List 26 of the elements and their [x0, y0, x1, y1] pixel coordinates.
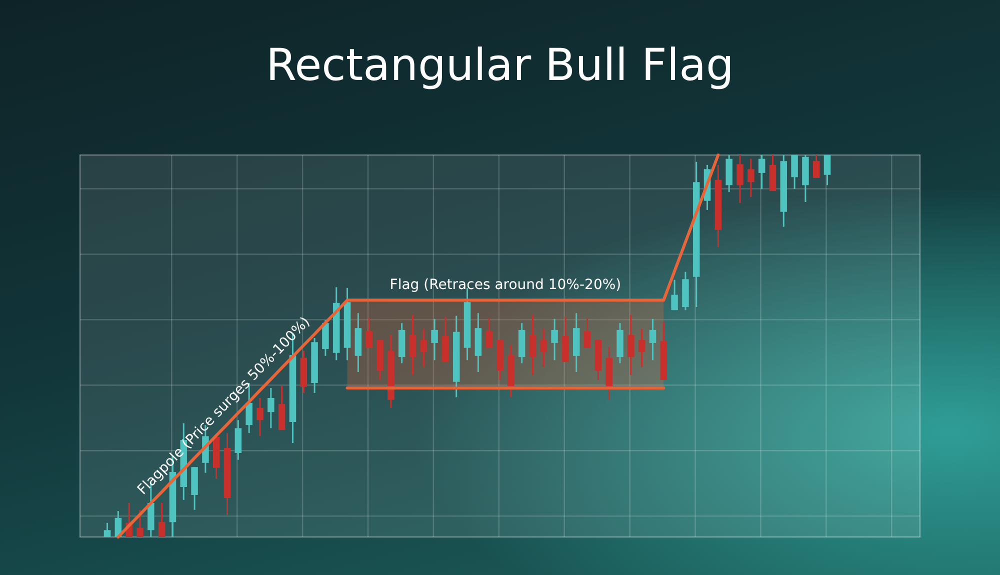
candlestick [431, 318, 438, 361]
candlestick [486, 317, 492, 349]
candlestick [758, 154, 766, 190]
candlestick [812, 154, 820, 179]
candlestick [256, 397, 264, 437]
candlestick [628, 314, 634, 376]
candlestick [584, 317, 591, 349]
candlestick [791, 154, 798, 190]
candlestick [420, 328, 428, 368]
candlestick [409, 314, 416, 376]
candlestick [748, 158, 754, 198]
candlestick [366, 317, 372, 349]
candlestick [268, 387, 274, 429]
candlestick [638, 328, 646, 368]
candlestick [136, 509, 144, 538]
candlestick [104, 522, 111, 538]
candlestick [551, 318, 558, 361]
candlestick [540, 328, 548, 368]
candlestick [671, 279, 678, 311]
candlestick [158, 502, 166, 538]
candlestick [529, 314, 536, 376]
annotation: Flag (Retraces around 10%-20%) [390, 276, 622, 293]
candlestick [736, 154, 744, 204]
chart-title: Rectangular Bull Flag [265, 40, 735, 91]
candlestick [649, 318, 656, 361]
candlestick [824, 154, 831, 186]
